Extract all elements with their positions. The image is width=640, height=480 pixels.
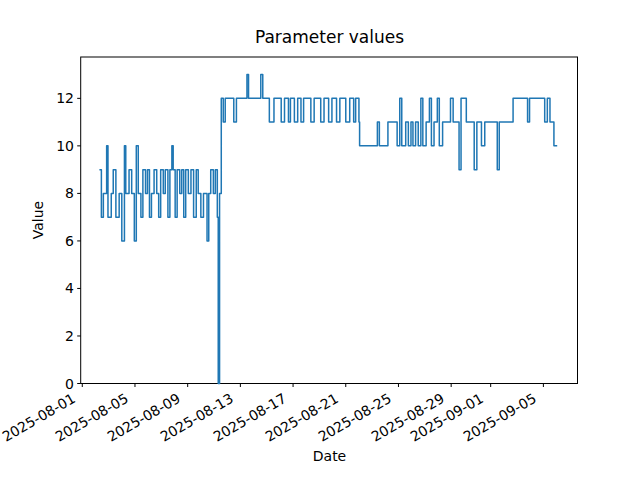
y-tick-label: 10 [0,138,74,154]
y-tick-label: 0 [0,376,74,392]
y-tick-label: 6 [0,233,74,249]
y-tick-label: 4 [0,280,74,296]
series-line-parameter-value [99,75,557,384]
y-tick-label: 12 [0,90,74,106]
y-tick-label: 2 [0,328,74,344]
figure: Parameter values Value Date 2025-08-0120… [0,0,640,480]
y-tick-label: 8 [0,185,74,201]
